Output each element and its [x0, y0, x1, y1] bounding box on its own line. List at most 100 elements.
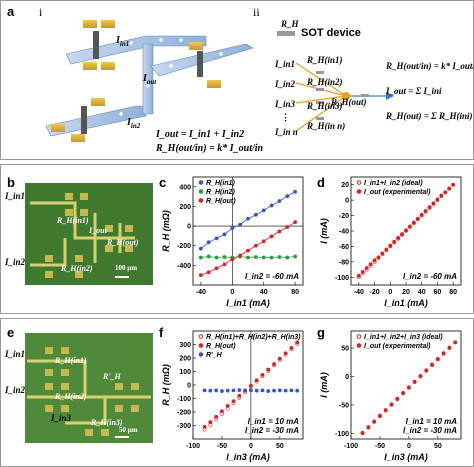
chart-f-point	[272, 388, 276, 393]
panel-label-b: b	[7, 175, 15, 190]
chart-d-point	[447, 186, 452, 191]
chart-f-point	[272, 362, 276, 366]
panel-bcd: b c d I_in1	[0, 164, 474, 314]
chart-c-point	[198, 273, 203, 278]
sot-rh-in1: R_H(in1)	[307, 55, 343, 65]
sot-rh-in2: R_H(in2)	[307, 77, 343, 87]
chart-f-point	[237, 388, 242, 393]
chart-g-ytick-label: -50	[339, 402, 349, 409]
chart-f-legend-label: R_H(out)	[206, 343, 236, 350]
chart-d-point	[372, 258, 377, 263]
chart-d-point	[439, 193, 444, 198]
chart-f-xtick-label: -50	[217, 443, 227, 450]
chart-c-xtick-label: 80	[291, 289, 299, 296]
chart-d-point	[368, 262, 373, 267]
chart-c-frame	[192, 176, 304, 286]
sot-input-3: I_in3	[275, 99, 296, 109]
chart-g-point	[372, 419, 377, 424]
chart-f-point	[231, 399, 236, 404]
panel-a-eq2: R_H(out/in) = k* I_out/in	[156, 143, 264, 154]
chart-c-point	[238, 253, 243, 258]
panel-a-sub-i: i	[39, 5, 43, 19]
chart-f-ylabel: R_H (mΩ)	[161, 364, 171, 406]
chart-g-point	[412, 379, 417, 384]
chart-c-point	[285, 194, 290, 199]
panel-a-ii-eq2: I_out = Σ I_ini	[386, 86, 442, 96]
chart-c-legend-marker	[198, 180, 204, 185]
chart-g-legend-marker	[356, 343, 362, 348]
chart-f-point	[289, 388, 294, 393]
chart-f-point	[260, 372, 265, 377]
chart-d-ytick-label: -60	[339, 244, 349, 251]
chart-c-ytick-label: 0	[187, 224, 191, 231]
chart-g-ytick-label: -100	[335, 431, 349, 438]
chart-d-legend-label: I_in1+I_in2 (ideal)	[364, 180, 423, 187]
chart-f-point	[202, 424, 207, 429]
chart-f-xtick-label: 0	[249, 443, 253, 450]
chart-f-ytick-label: -100	[177, 396, 191, 403]
chart-d-ytick-label: -40	[339, 229, 349, 236]
micrograph-e: I_in1 I_in2 I_in3 R_H(in1) R'_H R_H(in2)…	[5, 333, 153, 443]
panel-label-f: f	[159, 325, 164, 340]
chart-g-xtick-label: 50	[434, 443, 442, 450]
chart-f-legend-marker	[198, 334, 204, 339]
chart-c-point	[198, 255, 203, 260]
chart-d-point	[392, 239, 397, 244]
e-scale: 50 μm	[119, 426, 138, 434]
chart-d-point	[364, 266, 369, 270]
chart-c-point	[206, 270, 211, 275]
chart-d-point	[400, 232, 404, 236]
b-iout: I_out	[89, 226, 107, 235]
chart-f-point	[225, 404, 230, 408]
chart-d: -40 -20 0 20 40 60 80 -100 -80 -60 -40 -20 0 20 I_in1 …	[319, 176, 462, 308]
chart-c-point	[293, 254, 298, 259]
chart-f-ytick-label: 0	[187, 383, 191, 390]
panel-label-e: e	[7, 325, 15, 340]
sot-rh-in3: R_H(in3)	[307, 101, 343, 111]
chart-g-point	[447, 345, 452, 350]
panel-label-a: a	[7, 4, 15, 19]
sot-network-diagram	[295, 62, 394, 132]
chart-c-point	[253, 255, 258, 259]
chart-d-xtick-label: 60	[434, 289, 442, 296]
chart-c-ytick-label: -400	[177, 263, 191, 270]
panel-a-sub-ii: ii	[253, 5, 260, 19]
chart-g-annotation: I_in2 = -30 mA	[403, 426, 457, 435]
chart-c-point	[246, 248, 250, 253]
micrograph-b: I_in1 I_in2 R_H(in1) I_out R_H(out) R_H(…	[5, 183, 153, 285]
chart-c-point	[277, 255, 282, 259]
chart-c-legend-label: R_H(in2)	[206, 189, 235, 196]
sot-device-label: SOT device	[301, 27, 361, 39]
chart-c-xtick-label: 40	[260, 289, 268, 296]
panel-a-iin1: Iin1	[116, 35, 130, 48]
chart-g-ytick-label: 50	[341, 346, 349, 353]
chart-d-point	[360, 269, 365, 274]
chart-d-xlabel: I_in1 (mA)	[384, 298, 428, 308]
chart-f-point	[243, 388, 248, 393]
chart-g-legend-label: I_out (experimental)	[364, 343, 431, 350]
chart-d-annotation: I_in2 = -60 mA	[403, 272, 457, 281]
chart-c-point	[277, 229, 282, 234]
e-rh3: R_H(in3)	[91, 418, 123, 427]
chart-g-point	[418, 374, 423, 378]
chart-c-point	[261, 208, 266, 213]
chart-g-ylabel: I (mA)	[319, 372, 329, 398]
chart-d-legend-label: I_out (experimental)	[364, 189, 431, 196]
chart-f-ytick-label: 300	[179, 342, 191, 349]
sot-rh-out: R_H(out)	[331, 97, 367, 107]
chart-c-point	[285, 225, 290, 229]
chart-f-point	[231, 388, 236, 393]
chart-f-point	[266, 389, 271, 393]
panel-label-g: g	[317, 325, 325, 340]
chart-c-xtick-label: -40	[196, 289, 206, 296]
chart-c-ytick-label: 200	[179, 204, 191, 211]
chart-f-ytick-label: 200	[179, 356, 191, 363]
chart-g-legend-label: I_in1+I_in2+I_in3 (ideal)	[364, 334, 443, 341]
chart-f-point	[248, 388, 253, 393]
chart-d-ylabel: I (mA)	[319, 218, 329, 244]
chart-f-legend-marker	[198, 343, 204, 348]
chart-g: -100 -50 0 50 -100 -50 0 50 I_in3 (mA) I (mA) I_in…	[319, 330, 462, 462]
chart-d-point	[419, 212, 424, 217]
chart-g-annotation: I_in1 = 10 mA	[406, 417, 458, 426]
